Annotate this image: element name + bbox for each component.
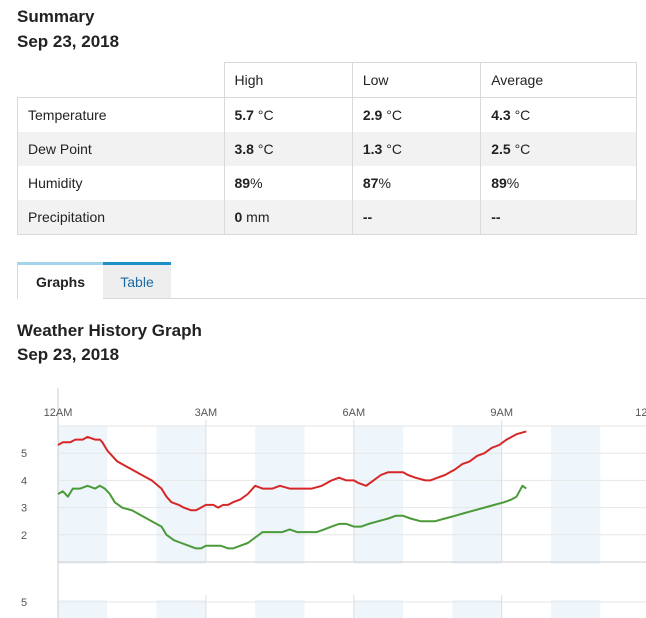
chart-band [551, 426, 601, 564]
header-high: High [223, 62, 353, 98]
chart-band [452, 600, 502, 618]
row-precipitation: Precipitation 0 mm -- -- [17, 200, 637, 235]
row-label: Dew Point [17, 132, 224, 166]
chart-y-tick-label: 5 [21, 448, 27, 460]
cell-high: 3.8 °C [223, 132, 353, 166]
chart-x-tick-label: 12PM [635, 407, 646, 419]
header-average: Average [480, 62, 637, 98]
chart-x-tick-label: 9AM [490, 407, 513, 419]
row-dew-point: Dew Point 3.8 °C 1.3 °C 2.5 °C [17, 132, 637, 166]
chart-y-tick-label: 4 [21, 475, 27, 487]
chart-y-tick-label: 3 [21, 503, 27, 515]
graph-title: Weather History Graph [17, 321, 202, 340]
cell-high: 0 mm [223, 200, 353, 235]
chart-x-tick-label: 3AM [195, 407, 218, 419]
chart-series-temperature [57, 430, 527, 512]
row-label: Temperature [17, 97, 224, 132]
chart-band [255, 600, 305, 618]
chart-band [551, 600, 601, 618]
cell-low: -- [351, 200, 481, 235]
chart-x-tick-label: 6AM [342, 407, 365, 419]
cell-average: 89% [480, 166, 637, 200]
chart-band [452, 426, 502, 564]
cell-low: 2.9 °C [351, 97, 481, 132]
row-humidity: Humidity 89% 87% 89% [17, 166, 637, 200]
row-label: Precipitation [17, 200, 224, 235]
cell-high: 89% [223, 166, 353, 200]
chart-band [353, 600, 404, 618]
tab-graphs[interactable]: Graphs [17, 262, 104, 299]
header-low: Low [351, 62, 481, 98]
summary-title: Summary [17, 7, 95, 26]
tab-table[interactable]: Table [103, 262, 171, 298]
cell-average: 2.5 °C [480, 132, 637, 166]
row-temperature: Temperature 5.7 °C 2.9 °C 4.3 °C [17, 97, 637, 132]
cell-low: 87% [351, 166, 481, 200]
chart-series-dew-point [57, 484, 527, 550]
cell-high: 5.7 °C [223, 97, 353, 132]
view-tabs: Graphs Table [17, 262, 646, 299]
chart-y-tick-label: 2 [21, 530, 27, 542]
header-empty-cell [18, 63, 225, 98]
cell-low: 1.3 °C [351, 132, 481, 166]
summary-table: High Low Average Temperature 5.7 °C 2.9 … [17, 62, 637, 235]
cell-average: -- [480, 200, 637, 235]
cell-average: 4.3 °C [480, 97, 637, 132]
graph-date: Sep 23, 2018 [17, 345, 120, 364]
chart-band [156, 600, 206, 618]
summary-date: Sep 23, 2018 [17, 32, 120, 51]
chart-band [353, 426, 404, 564]
chart-band [58, 600, 108, 618]
weather-history-chart: 12AM 3AM 6AM 9AM 12PM 2 3 4 5 5 [21, 388, 646, 618]
chart-band [255, 426, 305, 564]
chart-y-tick-label: 5 [21, 597, 27, 609]
row-label: Humidity [17, 166, 224, 200]
chart-x-tick-label: 12AM [44, 407, 73, 419]
summary-header-row: High Low Average [18, 62, 637, 98]
